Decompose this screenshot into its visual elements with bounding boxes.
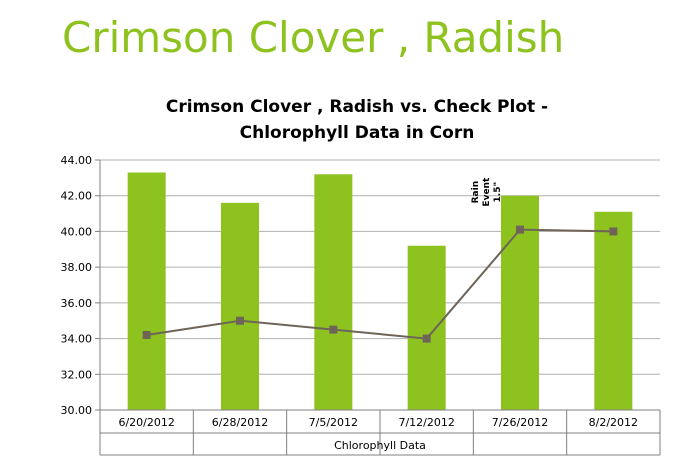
bar (594, 211, 633, 410)
line-point (516, 225, 524, 234)
y-tick-label: 32.00 (61, 368, 93, 381)
annotation-line: 1.5" (493, 182, 503, 203)
bar (314, 174, 353, 410)
y-tick-label: 44.00 (61, 154, 93, 167)
bar (221, 202, 259, 410)
y-tick-label: 40.00 (61, 225, 93, 238)
x-tick-label: 6/20/2012 (118, 416, 174, 429)
y-tick-label: 36.00 (61, 297, 93, 310)
line-point (142, 331, 151, 339)
chart-title-line: Crimson Clover , Radish vs. Check Plot - (166, 97, 548, 117)
x-tick-label: 6/28/2012 (212, 416, 268, 429)
y-tick-label: 42.00 (61, 190, 93, 203)
y-tick-label: 34.00 (61, 333, 93, 346)
x-tick-labels: 6/20/2012 6/28/2012 7/5/2012 7/12/2012 7/26/… (118, 416, 638, 429)
series-line (146, 228, 614, 340)
x-axis-title: Chlorophyll Data (334, 439, 426, 452)
x-tick-label: 8/2/2012 (589, 416, 638, 429)
bar (407, 245, 446, 410)
x-tick-label: 7/26/2012 (492, 416, 548, 429)
x-tick-label: 7/12/2012 (398, 416, 454, 429)
y-tick-label: 30.00 (61, 404, 93, 417)
line-series (142, 225, 618, 343)
annotation-line: Event (482, 177, 492, 207)
x-tick-label: 7/5/2012 (309, 416, 358, 429)
line-point (422, 334, 431, 343)
axes (99, 160, 661, 456)
line-point (236, 316, 244, 325)
gridlines (95, 159, 660, 411)
rain-event-annotation: Rain Event 1.5" (471, 177, 503, 207)
slide-title: Crimson Clover , Radish (62, 13, 565, 62)
chart-title-line: Chlorophyll Data in Corn (240, 123, 475, 143)
line-point (609, 227, 618, 236)
annotation-line: Rain (471, 181, 481, 204)
chart-title: Crimson Clover , Radish vs. Check Plot -… (166, 97, 548, 143)
y-tick-label: 38.00 (61, 261, 93, 274)
bar-series (127, 172, 633, 410)
line-point (329, 325, 338, 334)
bar (127, 172, 166, 410)
y-tick-labels: 30.00 32.00 34.00 36.00 38.00 40.00 42.00 44.00 (61, 154, 93, 417)
